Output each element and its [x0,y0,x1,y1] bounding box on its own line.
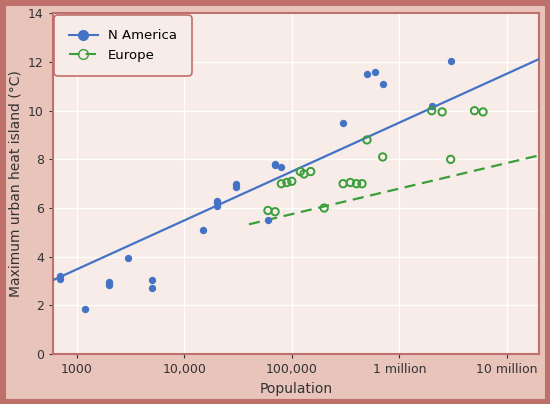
Point [212,199,221,205]
Point [271,161,279,168]
Point [283,179,292,186]
Point [446,156,455,162]
Point [271,208,279,215]
Point [56,276,64,282]
Point [277,181,286,187]
Point [271,162,279,169]
Point [378,154,387,160]
Point [212,202,221,209]
Point [346,179,355,186]
Point [339,120,348,126]
Point [277,164,286,170]
X-axis label: Population: Population [260,382,333,396]
Point [296,168,305,175]
Point [231,184,240,191]
Point [446,57,455,64]
Point [470,107,479,114]
Point [288,178,296,185]
Point [212,198,221,204]
Point [147,285,156,292]
Point [263,217,272,223]
Point [306,168,315,175]
Point [199,227,207,233]
Point [378,81,387,87]
Point [427,107,436,114]
Point [438,109,447,115]
Point [352,181,361,187]
Point [371,69,380,75]
Y-axis label: Maximum urban heat island (°C): Maximum urban heat island (°C) [8,70,23,297]
Point [362,71,371,78]
Point [56,273,64,280]
Point [362,137,371,143]
Point [104,282,113,288]
Point [478,109,487,115]
Point [124,255,133,261]
Point [339,181,348,187]
Point [358,181,366,187]
Point [104,279,113,286]
Point [300,171,309,177]
Point [81,306,90,312]
Point [231,181,240,187]
Point [427,103,436,109]
Legend: N America, Europe: N America, Europe [59,20,186,71]
Point [147,277,156,283]
Point [263,207,272,214]
Point [320,205,328,211]
